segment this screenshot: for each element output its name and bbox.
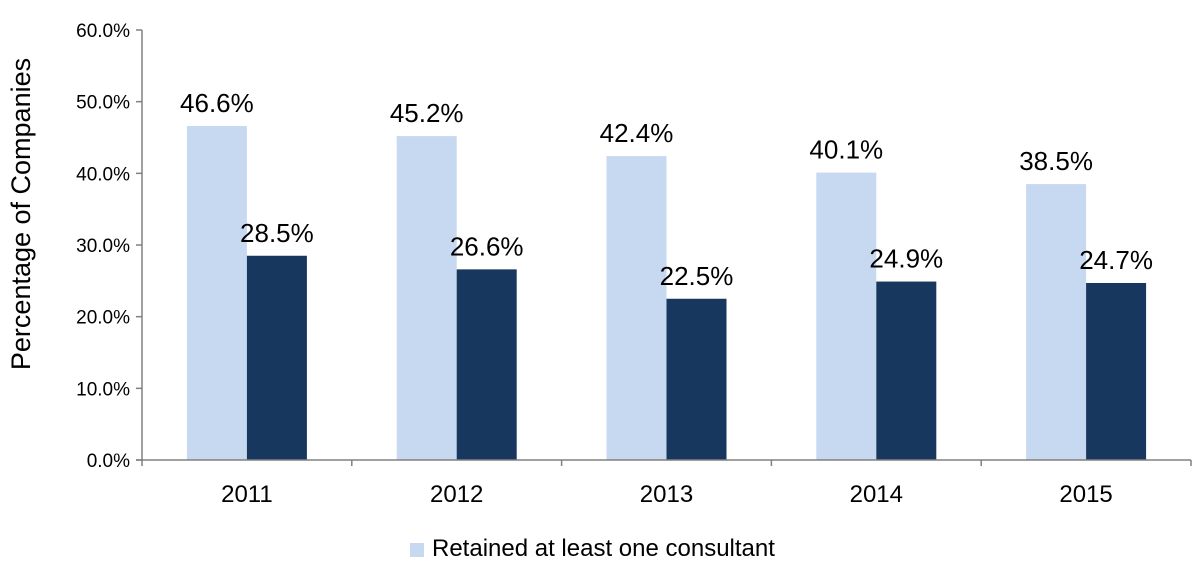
legend-swatch-series-1 [410, 543, 424, 557]
y-tick-label: 10.0% [76, 379, 130, 400]
bar-series-1-2015 [1026, 184, 1087, 460]
y-tick-label: 40.0% [76, 164, 130, 185]
data-label-series-1-2011: 46.6% [180, 88, 254, 118]
data-label-series-2-2014: 24.9% [869, 244, 943, 274]
x-tick-label-2014: 2014 [850, 481, 903, 508]
x-tick-label-2012: 2012 [430, 481, 483, 508]
bar-series-2-2012 [456, 269, 517, 460]
data-label-series-2-2012: 26.6% [450, 231, 524, 261]
x-tick-label-2011: 2011 [221, 481, 273, 508]
bar-series-2-2013 [666, 298, 727, 460]
bar-series-1-2011 [186, 126, 247, 460]
y-tick-label: 20.0% [76, 308, 130, 329]
data-label-series-2-2013: 22.5% [660, 261, 734, 291]
data-labels-layer: 46.6% 45.2% 42.4% 40.1% 38.5% 28.5% 26.6% 22.5%… [180, 88, 1153, 291]
data-label-series-1-2015: 38.5% [1019, 146, 1093, 176]
legend-label-series-1: Retained at least one consultant [432, 535, 775, 562]
bar-series-1-2012 [396, 136, 457, 460]
data-label-series-1-2013: 42.4% [600, 118, 674, 148]
bar-series-1-2014 [816, 172, 877, 460]
bar-series-2-2015 [1086, 282, 1147, 460]
y-tick-label: 0.0% [87, 451, 130, 472]
x-tick-label-2013: 2013 [640, 481, 693, 508]
axes-layer: 0.0% 10.0% 20.0% 30.0% 40.0% 50.0% 60.0% 2011 20… [76, 21, 1192, 508]
bars-layer [186, 126, 1147, 460]
data-label-series-1-2014: 40.1% [809, 135, 883, 165]
bar-series-1-2013 [606, 156, 667, 460]
data-label-series-1-2012: 45.2% [390, 98, 464, 128]
y-tick-label: 60.0% [76, 21, 130, 42]
legend: Retained at least one consultant [410, 535, 775, 562]
data-label-series-2-2011: 28.5% [240, 218, 314, 248]
data-label-series-2-2015: 24.7% [1079, 245, 1153, 275]
y-axis-title: Percentage of Companies [6, 58, 36, 370]
bar-series-2-2011 [246, 255, 307, 460]
y-tick-label: 30.0% [76, 236, 130, 257]
bar-series-2-2014 [876, 281, 937, 460]
y-tick-label: 50.0% [76, 93, 130, 114]
x-tick-label-2015: 2015 [1059, 481, 1112, 508]
